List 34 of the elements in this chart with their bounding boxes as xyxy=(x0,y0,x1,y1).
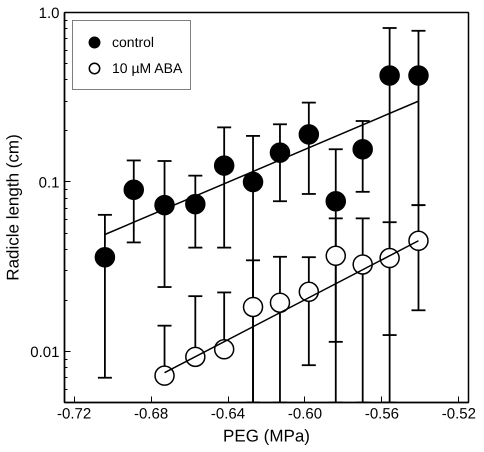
x-tick-label: -0.64 xyxy=(210,406,246,422)
point xyxy=(352,139,373,160)
point xyxy=(270,142,290,163)
x-tick-label: -0.68 xyxy=(134,406,168,422)
x-tick-label: -0.60 xyxy=(288,406,322,422)
point xyxy=(408,230,429,251)
point xyxy=(298,282,320,302)
x-tick-label: -0.72 xyxy=(57,406,92,422)
point xyxy=(154,194,175,216)
point xyxy=(214,339,234,360)
y-axis-title: Radicle length (cm) xyxy=(3,134,22,281)
point xyxy=(185,194,206,214)
point xyxy=(379,65,400,86)
y-tick-label: 1.0 xyxy=(38,5,60,22)
point xyxy=(214,155,234,176)
x-tick-label: -0.56 xyxy=(364,406,400,422)
point xyxy=(124,180,144,200)
point xyxy=(379,248,400,268)
point xyxy=(242,296,264,318)
point xyxy=(298,124,320,145)
legend-label: 10 µM ABA xyxy=(112,60,182,76)
point xyxy=(242,172,264,192)
legend-label: control xyxy=(112,34,154,50)
point xyxy=(326,190,346,212)
point xyxy=(94,246,116,268)
y-tick-label: 0.01 xyxy=(30,344,60,361)
point xyxy=(326,246,346,266)
point xyxy=(352,254,373,275)
x-axis-title: PEG (MPa) xyxy=(223,426,310,446)
point xyxy=(270,292,290,313)
x-tick-label: -0.52 xyxy=(442,406,476,422)
point xyxy=(408,65,429,86)
y-tick-label: 0.1 xyxy=(38,174,60,192)
point xyxy=(154,365,175,386)
